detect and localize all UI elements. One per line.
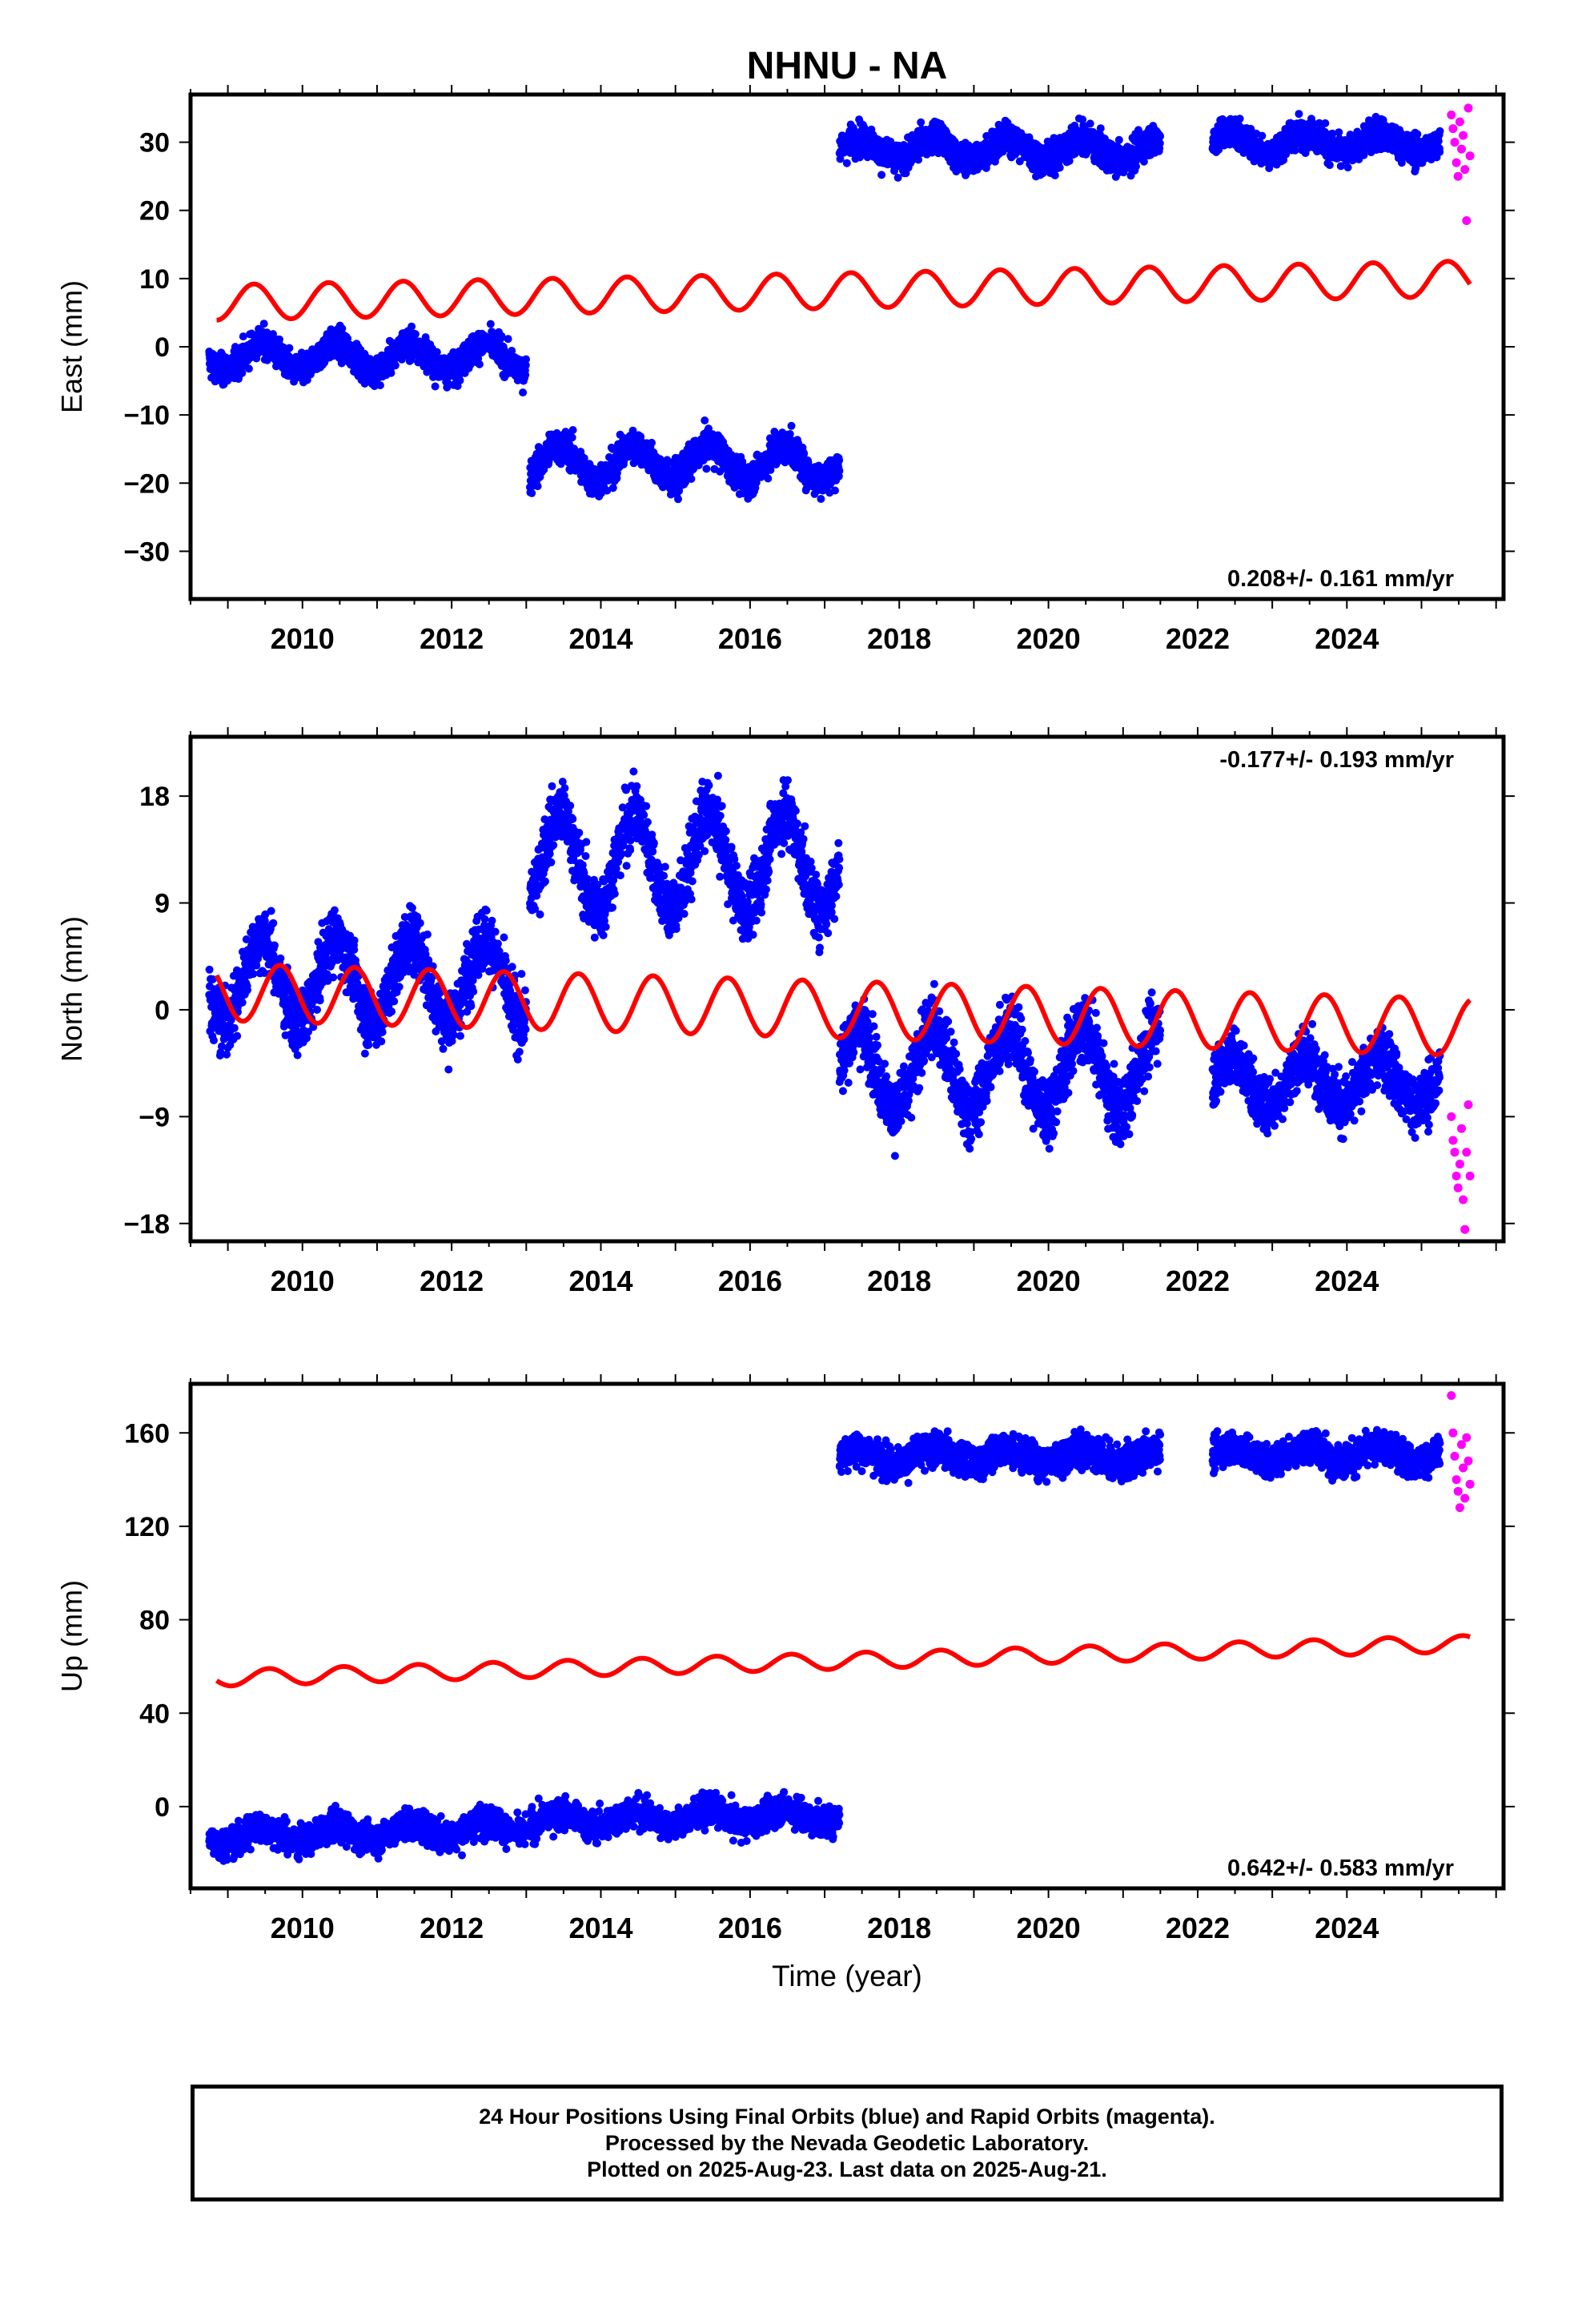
final-point: [1335, 128, 1343, 137]
final-point: [836, 155, 845, 163]
figure-title: NHNU - NA: [747, 45, 948, 87]
final-point: [519, 388, 528, 397]
final-point: [1050, 171, 1059, 179]
final-point: [893, 173, 902, 182]
final-point: [1343, 163, 1352, 172]
final-point: [375, 381, 384, 390]
final-point: [521, 361, 530, 369]
final-point: [486, 320, 495, 328]
final-point: [391, 361, 400, 370]
final-point: [804, 458, 813, 467]
final-point: [431, 382, 440, 391]
final-point: [456, 376, 464, 384]
final-point: [1325, 161, 1334, 170]
final-point: [766, 465, 775, 474]
final-point: [1235, 115, 1244, 123]
final-point: [408, 322, 416, 331]
final-point: [1155, 139, 1164, 147]
final-point: [764, 474, 773, 483]
final-point: [842, 159, 851, 167]
final-point: [835, 456, 844, 464]
final-point: [787, 421, 796, 430]
final-point: [521, 371, 530, 380]
panel-east: 2010 2012 2014 2016 2018 2020 2022 2024−30−20−1…: [55, 85, 1515, 655]
final-point: [338, 324, 347, 333]
final-point: [1086, 119, 1094, 128]
final-point: [674, 495, 682, 504]
final-point: [497, 332, 506, 340]
final-point: [608, 484, 617, 493]
final-point: [508, 347, 516, 355]
final-orbit-points: [205, 110, 1444, 504]
final-point: [702, 464, 711, 473]
final-point: [785, 430, 794, 438]
final-point: [687, 475, 696, 483]
final-point: [860, 123, 869, 132]
final-point: [648, 438, 656, 447]
final-point: [1065, 156, 1074, 165]
final-point: [1295, 110, 1303, 119]
final-point: [343, 334, 352, 343]
final-point: [247, 329, 256, 338]
final-point: [244, 364, 253, 373]
final-point: [504, 335, 512, 344]
final-point: [1321, 119, 1330, 127]
final-point: [982, 131, 991, 140]
final-point: [1258, 131, 1267, 140]
final-point: [568, 426, 577, 434]
final-point: [603, 486, 612, 495]
final-point: [259, 320, 268, 328]
final-point: [800, 449, 809, 457]
final-point: [522, 355, 530, 364]
final-point: [1328, 129, 1337, 138]
final-point: [835, 466, 844, 475]
final-point: [475, 360, 484, 368]
final-point: [1096, 124, 1105, 133]
final-point: [705, 424, 713, 433]
final-point: [1359, 151, 1368, 159]
final-point: [1336, 162, 1345, 171]
final-point: [432, 348, 441, 356]
final-point: [831, 486, 839, 495]
final-point: [636, 432, 645, 441]
final-point: [238, 368, 247, 377]
final-point: [239, 332, 247, 341]
final-point: [1134, 126, 1142, 135]
final-point: [1156, 132, 1165, 141]
final-point: [533, 482, 542, 491]
final-point: [528, 489, 536, 497]
final-point: [1139, 157, 1148, 166]
final-point: [279, 343, 287, 352]
final-point: [269, 330, 277, 339]
final-point: [411, 330, 420, 339]
final-point: [387, 368, 396, 377]
final-point: [917, 118, 926, 127]
final-point: [877, 171, 886, 179]
final-point: [817, 495, 825, 503]
final-point: [701, 416, 709, 424]
final-point: [1114, 135, 1123, 144]
final-point: [568, 433, 576, 442]
final-point: [1055, 163, 1064, 172]
final-point: [285, 344, 294, 352]
final-point: [1132, 162, 1140, 171]
